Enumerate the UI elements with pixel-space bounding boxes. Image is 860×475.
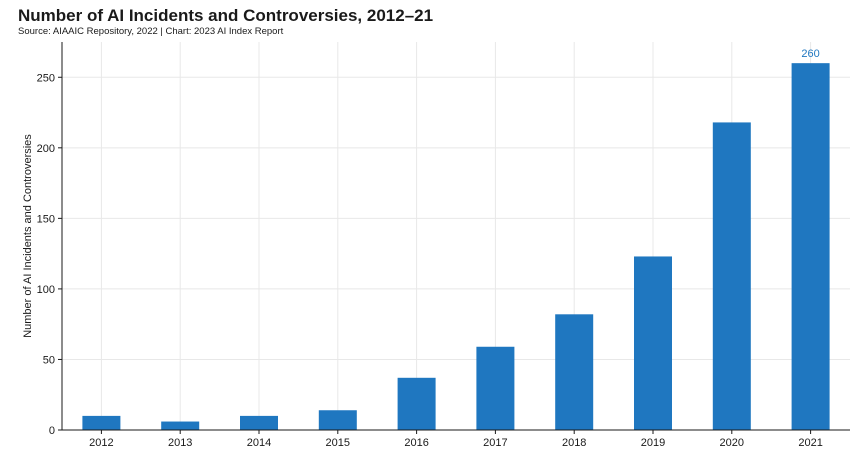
x-tick-label: 2018: [562, 437, 586, 449]
bar-2020: [712, 122, 751, 431]
y-axis-label: Number of AI Incidents and Controversies: [22, 134, 34, 338]
data-label: 260: [801, 48, 819, 60]
chart-title: Number of AI Incidents and Controversies…: [18, 6, 434, 25]
bar-2017: [476, 346, 515, 430]
x-tick-label: 2015: [326, 437, 350, 449]
y-tick-label: 200: [37, 143, 55, 155]
bar-2016: [397, 377, 436, 430]
bar-2013: [161, 421, 200, 430]
bar-2019: [634, 256, 672, 430]
axes: 0 50 100 150 200 250 2012 2013 2014 2015 2016 2017 2…: [37, 42, 850, 449]
x-tick-label: 2020: [720, 437, 744, 449]
y-tick-label: 50: [43, 354, 55, 366]
y-tick-label: 250: [37, 72, 55, 84]
bar-2012: [82, 415, 121, 430]
chart-subtitle: Source: AIAAIC Repository, 2022 | Chart:…: [18, 26, 284, 37]
bar-2014: [240, 415, 278, 430]
x-tick-label: 2019: [641, 437, 665, 449]
y-tick-label: 0: [49, 425, 55, 437]
bar-2015: [318, 410, 357, 430]
x-tick-label: 2014: [247, 437, 271, 449]
bar-2021: [791, 63, 830, 430]
bars: 260: [82, 48, 830, 431]
bar-2018: [555, 314, 594, 430]
x-tick-label: 2016: [404, 437, 428, 449]
x-tick-label: 2017: [483, 437, 507, 449]
y-tick-label: 150: [37, 213, 55, 225]
x-tick-label: 2021: [798, 437, 822, 449]
x-tick-label: 2012: [89, 437, 113, 449]
y-tick-label: 100: [37, 284, 55, 296]
x-tick-label: 2013: [168, 437, 192, 449]
